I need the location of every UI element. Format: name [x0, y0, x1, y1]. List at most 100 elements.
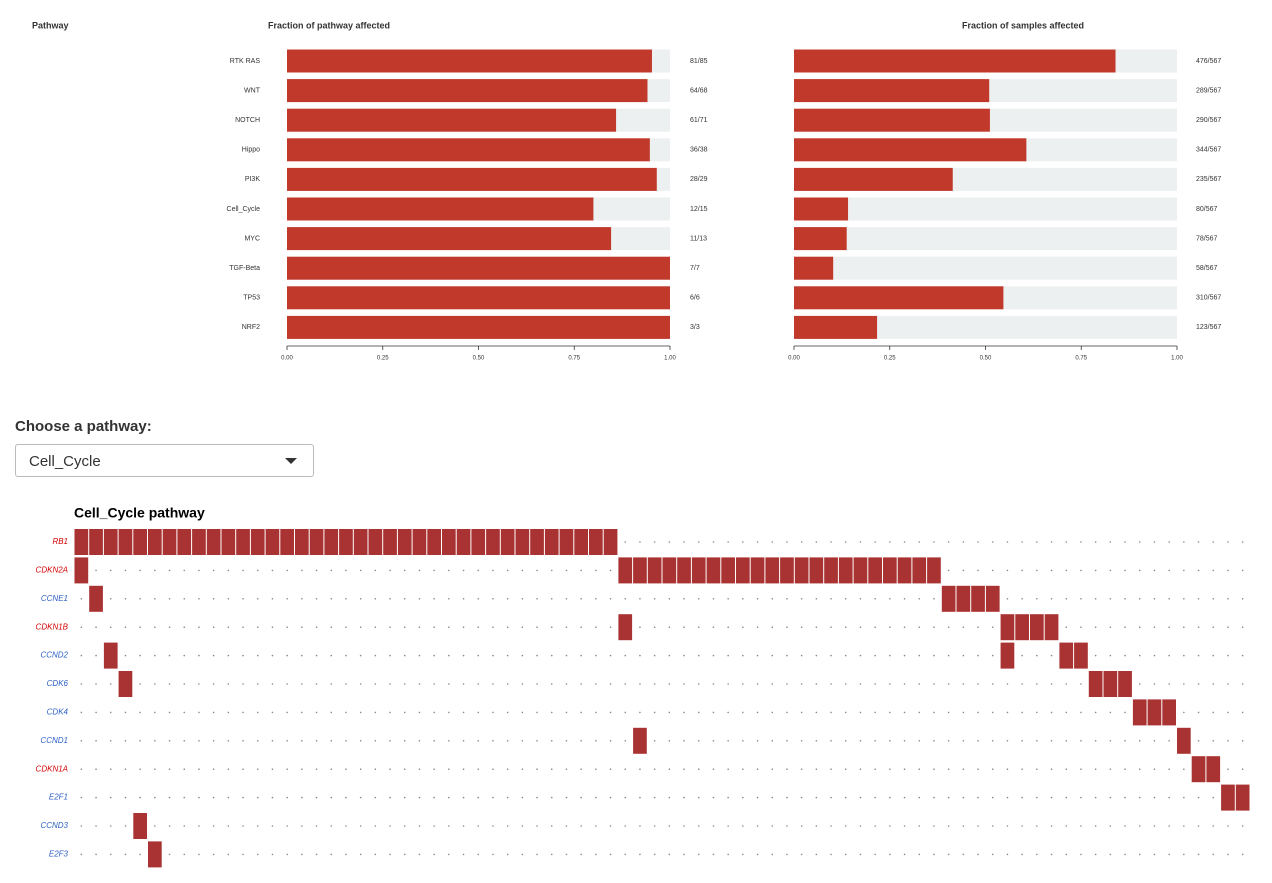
empty-cell-dot — [918, 740, 921, 742]
empty-cell-dot — [330, 711, 333, 714]
empty-cell-dot — [330, 626, 333, 628]
empty-cell-dot — [433, 683, 435, 685]
empty-cell-dot — [1006, 683, 1009, 685]
empty-cell-dot — [521, 654, 524, 657]
empty-cell-dot — [874, 683, 876, 685]
value-label: 476/567 — [1196, 58, 1221, 65]
empty-cell-dot — [1183, 569, 1185, 572]
value-label: 80/567 — [1196, 206, 1218, 213]
empty-cell-dot — [168, 853, 171, 856]
empty-cell-dot — [874, 654, 876, 657]
empty-cell-dot — [903, 740, 906, 742]
empty-cell-dot — [727, 541, 729, 543]
empty-cell-dot — [462, 598, 465, 600]
empty-cell-dot — [830, 796, 832, 799]
alteration-cell — [89, 585, 103, 612]
empty-cell-dot — [477, 654, 480, 657]
empty-cell-dot — [242, 569, 244, 572]
empty-cell-dot — [477, 825, 480, 827]
empty-cell-dot — [889, 683, 891, 685]
y-tick-label: PI3K — [245, 176, 261, 183]
empty-cell-dot — [918, 598, 921, 600]
empty-cell-dot — [624, 853, 627, 856]
empty-cell-dot — [168, 740, 171, 742]
bar-background — [794, 227, 1177, 251]
empty-cell-dot — [212, 569, 215, 572]
empty-cell-dot — [1021, 853, 1023, 856]
empty-cell-dot — [286, 683, 288, 685]
empty-cell-dot — [742, 541, 744, 543]
empty-cell-dot — [1153, 569, 1156, 572]
alteration-cell — [662, 557, 677, 584]
bar-background — [794, 256, 1177, 280]
empty-cell-dot — [418, 711, 421, 714]
empty-cell-dot — [712, 683, 715, 685]
empty-cell-dot — [433, 853, 435, 856]
empty-cell-dot — [359, 740, 362, 742]
empty-cell-dot — [154, 796, 156, 799]
empty-cell-dot — [286, 853, 288, 856]
empty-cell-dot — [95, 711, 97, 714]
empty-cell-dot — [947, 626, 950, 628]
empty-cell-dot — [389, 768, 391, 770]
value-label: 78/567 — [1196, 235, 1218, 242]
alteration-cell — [133, 529, 147, 555]
empty-cell-dot — [991, 853, 994, 856]
empty-cell-dot — [1197, 796, 1200, 799]
pathway-dropdown[interactable]: Cell_Cycle — [15, 444, 314, 477]
alteration-cell — [1162, 699, 1176, 726]
empty-cell-dot — [448, 740, 450, 742]
empty-cell-dot — [756, 853, 759, 856]
empty-cell-dot — [345, 768, 347, 770]
empty-cell-dot — [521, 711, 524, 714]
empty-cell-dot — [830, 768, 832, 770]
empty-cell-dot — [198, 598, 200, 600]
empty-cell-dot — [183, 654, 186, 657]
empty-cell-dot — [212, 654, 215, 657]
empty-cell-dot — [1197, 598, 1200, 600]
empty-cell-dot — [889, 853, 891, 856]
empty-cell-dot — [462, 654, 465, 657]
empty-cell-dot — [1021, 825, 1023, 827]
empty-cell-dot — [389, 853, 391, 856]
empty-cell-dot — [345, 853, 347, 856]
alteration-cell — [1015, 614, 1029, 641]
empty-cell-dot — [1036, 569, 1038, 572]
bar — [287, 286, 670, 310]
x-tick-label: 1.00 — [664, 356, 676, 362]
empty-cell-dot — [609, 683, 612, 685]
empty-cell-dot — [565, 740, 568, 742]
y-axis-title: Pathway — [32, 20, 69, 30]
empty-cell-dot — [653, 598, 656, 600]
empty-cell-dot — [1036, 711, 1038, 714]
empty-cell-dot — [683, 740, 685, 742]
empty-cell-dot — [844, 654, 847, 657]
x-tick-label: 1.00 — [1171, 356, 1183, 362]
empty-cell-dot — [639, 796, 641, 799]
empty-cell-dot — [256, 825, 259, 827]
empty-cell-dot — [1168, 825, 1170, 827]
empty-cell-dot — [697, 768, 700, 770]
empty-cell-dot — [433, 740, 435, 742]
empty-cell-dot — [697, 541, 700, 543]
empty-cell-dot — [550, 598, 553, 600]
empty-cell-dot — [1153, 796, 1156, 799]
alteration-cell — [691, 557, 706, 584]
empty-cell-dot — [521, 768, 524, 770]
empty-cell-dot — [683, 683, 685, 685]
alteration-cell — [280, 529, 294, 555]
empty-cell-dot — [154, 654, 156, 657]
empty-cell-dot — [580, 711, 582, 714]
empty-cell-dot — [183, 569, 186, 572]
empty-cell-dot — [874, 853, 876, 856]
empty-cell-dot — [227, 768, 230, 770]
empty-cell-dot — [506, 711, 509, 714]
empty-cell-dot — [683, 598, 685, 600]
empty-cell-dot — [1006, 768, 1009, 770]
empty-cell-dot — [433, 626, 435, 628]
empty-cell-dot — [1138, 853, 1141, 856]
empty-cell-dot — [183, 825, 186, 827]
empty-cell-dot — [1065, 825, 1068, 827]
alteration-cell — [544, 529, 559, 555]
empty-cell-dot — [653, 740, 656, 742]
